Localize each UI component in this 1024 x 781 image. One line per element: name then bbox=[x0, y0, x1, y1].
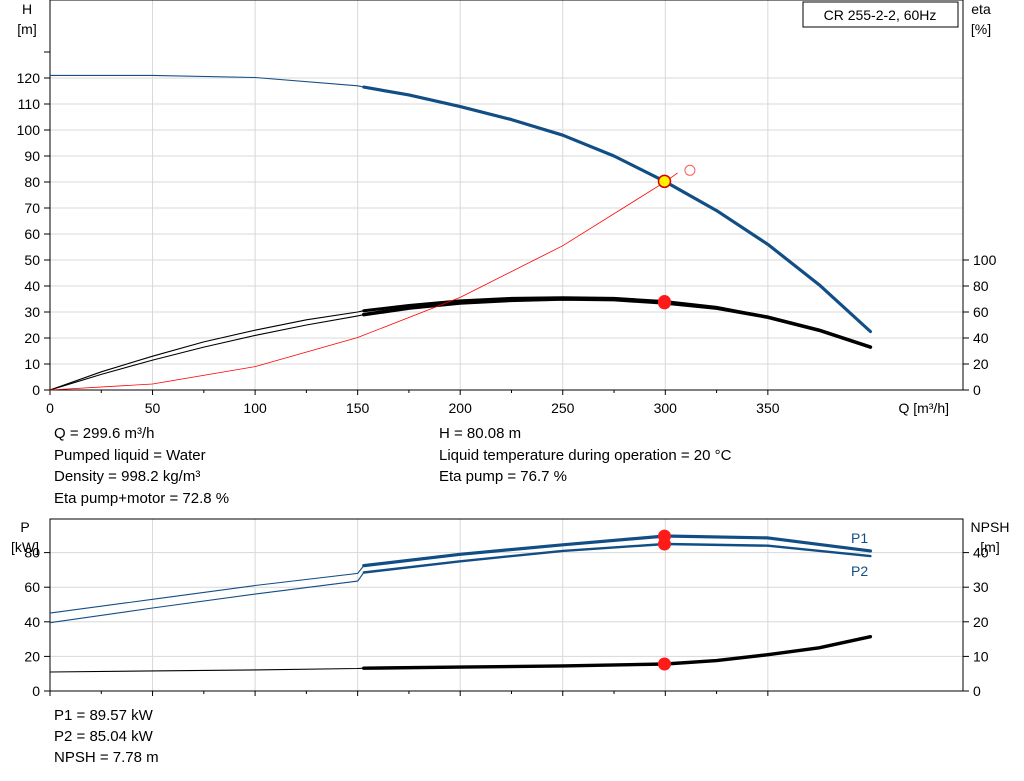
top-left-axis-label-name: H bbox=[22, 1, 32, 17]
top-right-tick-label: 0 bbox=[973, 382, 981, 398]
chart-title: CR 255-2-2, 60Hz bbox=[824, 7, 937, 23]
top-left-tick-label: 70 bbox=[24, 200, 40, 216]
top-left-tick-label: 20 bbox=[24, 330, 40, 346]
top-x-tick-label: 0 bbox=[46, 400, 54, 416]
top-x-tick-label: 300 bbox=[654, 400, 678, 416]
bottom-left-axis-label-unit: [kW] bbox=[11, 539, 39, 555]
series-p1-thin-line bbox=[49, 565, 365, 614]
top-left-tick-label: 60 bbox=[24, 226, 40, 242]
top-left-tick-label: 90 bbox=[24, 148, 40, 164]
series-system-line bbox=[49, 172, 678, 391]
duty-point-eta-pump-motor-marker bbox=[657, 295, 671, 309]
bottom-left-axis-label-name: P bbox=[20, 519, 29, 535]
duty-point-h-marker bbox=[657, 174, 672, 189]
series-eta-pump-motor-line bbox=[362, 296, 872, 349]
series-npsh-line bbox=[362, 635, 873, 670]
info-p1: P1 = 89.57 kW bbox=[54, 707, 154, 724]
top-left-tick-label: 0 bbox=[32, 382, 40, 398]
info-pumped-liquid: Pumped liquid = Water bbox=[54, 447, 206, 464]
top-chart-axes: 0 50 100 150 200 250 300 3500102030405060708090… bbox=[17, 51, 997, 416]
info-npsh: NPSH = 7.78 m bbox=[54, 749, 159, 766]
top-left-tick-label: 80 bbox=[24, 174, 40, 190]
bottom-right-tick-label: 0 bbox=[973, 683, 981, 699]
top-chart-duty-markers bbox=[657, 164, 696, 310]
top-left-axis-label-unit: [m] bbox=[17, 21, 36, 37]
top-right-tick-label: 40 bbox=[973, 330, 989, 346]
bottom-right-tick-label: 10 bbox=[973, 648, 989, 664]
top-x-tick-label: 350 bbox=[756, 400, 780, 416]
chart-title-box bbox=[802, 1, 959, 28]
bottom-right-tick-label: 20 bbox=[973, 614, 989, 630]
top-left-tick-label: 110 bbox=[18, 96, 41, 112]
top-left-tick-label: 120 bbox=[17, 70, 41, 86]
series-p1-line bbox=[362, 534, 873, 568]
top-left-tick-label: 10 bbox=[24, 356, 40, 372]
info-h: H = 80.08 m bbox=[439, 425, 521, 442]
bottom-left-tick-label: 20 bbox=[24, 648, 40, 664]
top-chart-frame bbox=[49, 0, 964, 391]
bottom-chart-series bbox=[49, 534, 873, 673]
series-eta-pump-thin-line bbox=[49, 314, 364, 391]
bottom-left-tick-label: 60 bbox=[24, 579, 40, 595]
series-h-thin-line bbox=[50, 74, 364, 88]
top-right-tick-label: 80 bbox=[973, 278, 989, 294]
p1-series-label: P1 bbox=[851, 530, 868, 546]
bottom-right-axis-label-unit: [m] bbox=[980, 539, 999, 555]
bottom-right-tick-label: 40 bbox=[973, 545, 989, 561]
info-liquid-temperature: Liquid temperature during operation = 20… bbox=[439, 447, 732, 464]
p2-series-label: P2 bbox=[851, 563, 868, 579]
top-left-tick-label: 50 bbox=[24, 252, 40, 268]
bottom-chart-duty-markers bbox=[657, 529, 671, 671]
top-right-axis-label-name: eta bbox=[971, 1, 991, 17]
bottom-chart-frame bbox=[49, 518, 964, 692]
top-right-tick-label: 100 bbox=[973, 252, 997, 268]
top-left-tick-label: 30 bbox=[24, 304, 40, 320]
bottom-left-tick-label: 0 bbox=[32, 683, 40, 699]
top-x-tick-label: 50 bbox=[145, 400, 161, 416]
x-axis-label: Q [m³/h] bbox=[898, 400, 949, 416]
duty-point-npsh-marker bbox=[657, 657, 671, 671]
series-p2-line bbox=[362, 542, 872, 574]
bottom-right-tick-label: 30 bbox=[973, 579, 989, 595]
info-eta-pump: Eta pump = 76.7 % bbox=[439, 468, 567, 485]
info-density: Density = 998.2 kg/m³ bbox=[54, 468, 200, 485]
bottom-chart-axes: 0 20 40 60 80 0 10 20 30 40 bbox=[24, 545, 988, 699]
top-right-axis-label-unit: [%] bbox=[971, 21, 991, 37]
info-eta-pump-motor: Eta pump+motor = 72.8 % bbox=[54, 490, 229, 507]
duty-point-p2-marker bbox=[657, 537, 671, 551]
series-npsh-thin-line bbox=[49, 667, 364, 673]
top-right-tick-label: 20 bbox=[973, 356, 989, 372]
bottom-right-axis-label-name: NPSH bbox=[971, 519, 1010, 535]
top-x-tick-label: 250 bbox=[551, 400, 575, 416]
series-p2-thin-line bbox=[49, 572, 365, 624]
info-q: Q = 299.6 m³/h bbox=[54, 425, 154, 442]
top-chart-grid bbox=[50, 0, 963, 390]
series-eta-pump-motor-thin-line bbox=[49, 310, 364, 391]
top-x-tick-label: 200 bbox=[449, 400, 473, 416]
top-x-tick-label: 150 bbox=[346, 400, 370, 416]
top-chart-series bbox=[49, 74, 873, 391]
top-left-tick-label: 40 bbox=[24, 278, 40, 294]
top-right-tick-label: 60 bbox=[973, 304, 989, 320]
info-p2: P2 = 85.04 kW bbox=[54, 728, 154, 745]
bottom-left-tick-label: 40 bbox=[24, 614, 40, 630]
system-curve-end-marker bbox=[684, 164, 696, 176]
top-left-tick-label: 100 bbox=[17, 122, 41, 138]
bottom-left-tick-label: 80 bbox=[24, 545, 40, 561]
top-x-tick-label: 100 bbox=[243, 400, 267, 416]
series-h-line bbox=[362, 85, 873, 334]
